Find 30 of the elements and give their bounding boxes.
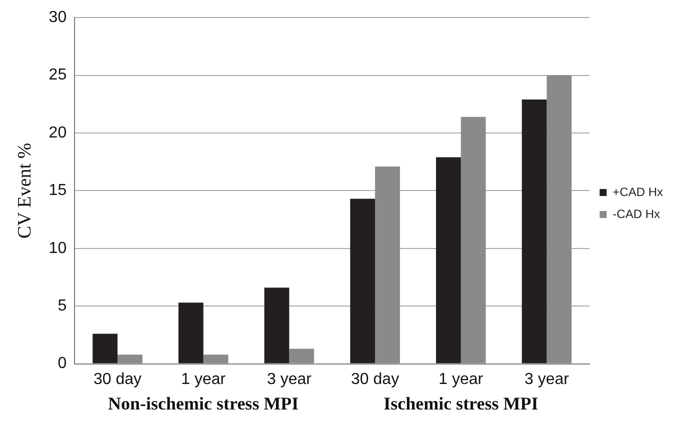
y-tick-label: 25 — [48, 66, 67, 84]
y-axis-title: CV Event % — [14, 142, 36, 239]
bar — [436, 157, 461, 364]
bar — [375, 166, 400, 364]
bar — [178, 302, 204, 364]
bar — [289, 348, 314, 364]
bar — [92, 334, 118, 364]
y-tick-label: 20 — [48, 124, 67, 142]
bar — [350, 198, 376, 364]
x-tick-label: 3 year — [266, 370, 312, 388]
y-tick-label: 0 — [58, 355, 67, 372]
y-tick-label: 5 — [58, 298, 67, 315]
bar — [546, 75, 572, 364]
bar — [118, 354, 142, 364]
text: Ischemic stress MPI — [384, 393, 538, 414]
x-tick-label: 1 year — [438, 370, 484, 388]
bar — [522, 100, 547, 364]
x-tick-label: 30 day — [351, 370, 400, 388]
bar — [203, 354, 228, 364]
legend-label: -CAD Hx — [612, 206, 660, 221]
y-tick-label: 15 — [48, 182, 67, 200]
x-tick-label: 3 year — [524, 370, 570, 388]
legend-label: +CAD Hx — [612, 184, 663, 199]
text: Non-ischemic stress MPI — [108, 393, 299, 414]
y-tick-label: 10 — [48, 240, 67, 257]
bar — [460, 116, 486, 364]
x-tick-label: 30 day — [93, 370, 142, 388]
bar — [264, 288, 290, 364]
x-tick-label: 1 year — [181, 370, 226, 388]
y-tick-label: 30 — [48, 9, 67, 26]
